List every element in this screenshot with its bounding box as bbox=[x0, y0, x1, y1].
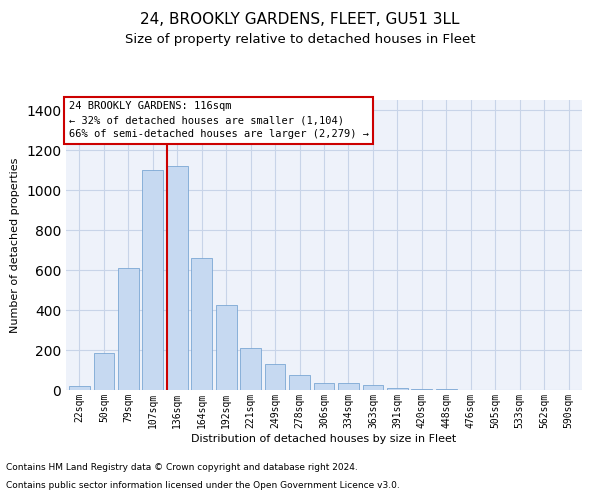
Bar bbox=[240, 348, 261, 390]
Bar bbox=[338, 383, 359, 390]
Text: 24, BROOKLY GARDENS, FLEET, GU51 3LL: 24, BROOKLY GARDENS, FLEET, GU51 3LL bbox=[140, 12, 460, 28]
Text: 24 BROOKLY GARDENS: 116sqm
← 32% of detached houses are smaller (1,104)
66% of s: 24 BROOKLY GARDENS: 116sqm ← 32% of deta… bbox=[68, 102, 368, 140]
Bar bbox=[118, 268, 139, 390]
Bar bbox=[265, 364, 286, 390]
Y-axis label: Number of detached properties: Number of detached properties bbox=[10, 158, 20, 332]
Bar bbox=[142, 170, 163, 390]
Bar bbox=[314, 383, 334, 390]
Bar bbox=[69, 386, 90, 390]
Bar bbox=[94, 353, 114, 390]
Text: Size of property relative to detached houses in Fleet: Size of property relative to detached ho… bbox=[125, 32, 475, 46]
Text: Contains public sector information licensed under the Open Government Licence v3: Contains public sector information licen… bbox=[6, 481, 400, 490]
Bar bbox=[387, 388, 408, 390]
Bar bbox=[191, 258, 212, 390]
Bar bbox=[436, 389, 457, 390]
Bar bbox=[289, 375, 310, 390]
Bar bbox=[216, 305, 236, 390]
X-axis label: Distribution of detached houses by size in Fleet: Distribution of detached houses by size … bbox=[191, 434, 457, 444]
Text: Contains HM Land Registry data © Crown copyright and database right 2024.: Contains HM Land Registry data © Crown c… bbox=[6, 464, 358, 472]
Bar bbox=[362, 385, 383, 390]
Bar bbox=[412, 389, 432, 390]
Bar bbox=[167, 166, 188, 390]
